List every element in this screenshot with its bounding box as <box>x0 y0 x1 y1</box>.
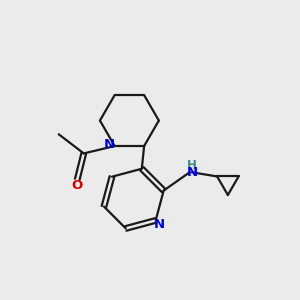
Text: N: N <box>186 166 197 179</box>
Text: N: N <box>104 138 115 151</box>
Text: O: O <box>71 179 82 192</box>
Text: H: H <box>187 159 197 172</box>
Text: N: N <box>154 218 165 231</box>
